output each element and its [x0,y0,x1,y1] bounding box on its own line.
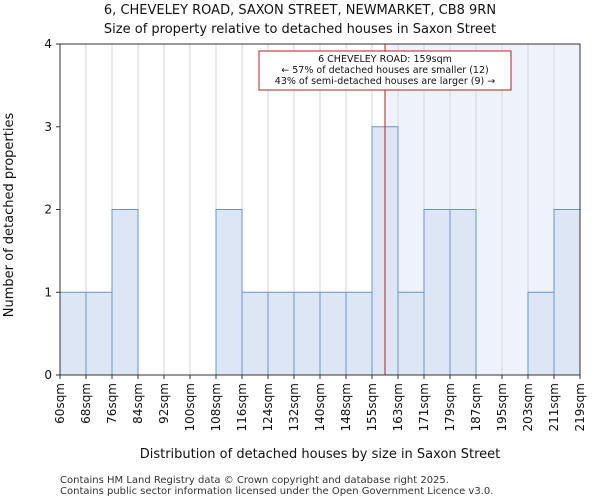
y-tick-label: 2 [44,203,52,217]
copyright-note: Contains HM Land Registry data © Crown c… [60,475,449,486]
x-tick-label: 60sqm [53,383,67,424]
y-tick-label: 3 [44,120,52,134]
marker-smaller-note: ← 57% of detached houses are smaller (12… [281,65,488,76]
bar-203sqm [527,291,555,376]
bar-68sqm [85,291,113,376]
marker-annotation-box [258,50,512,91]
x-tick-label: 68sqm [79,383,93,424]
x-tick-labels: 60sqm 68sqm 76sqm 84sqm 92sqm 100sqm 108sqm 116… [53,375,587,431]
x-tick-label: 132sqm [287,383,301,431]
bar-171sqm [423,209,451,376]
bar-163sqm [397,291,425,376]
y-tick-label: 0 [44,368,52,382]
x-tick-label: 108sqm [209,383,223,431]
bar-116sqm [241,291,269,376]
x-tick-label: 155sqm [365,383,379,431]
x-tick-label: 203sqm [521,383,535,431]
x-tick-label: 211sqm [547,383,561,431]
bar-179sqm [449,209,477,376]
x-tick-label: 76sqm [105,383,119,424]
x-tick-label: 163sqm [391,383,405,431]
x-tick-label: 219sqm [573,383,587,431]
y-tick-label: 1 [44,285,52,299]
x-tick-label: 195sqm [495,383,509,431]
bar-108sqm [215,209,243,376]
bar-60sqm [59,291,87,376]
x-tick-label: 140sqm [313,383,327,431]
x-tick-label: 179sqm [443,383,457,431]
marker-larger-note: 43% of semi-detached houses are larger (… [275,76,495,87]
bar-140sqm [319,291,347,376]
bar-76sqm [111,209,139,376]
y-tick-labels: 0 1 2 3 4 [44,37,60,382]
y-tick-label: 4 [44,37,52,51]
x-tick-label: 100sqm [183,383,197,431]
licence-note: Contains public sector information licen… [60,486,493,497]
bar-211sqm [553,209,581,376]
x-tick-label: 148sqm [339,383,353,431]
bars [59,126,581,376]
bar-148sqm [345,291,373,376]
chart-subtitle: Size of property relative to detached ho… [104,22,496,37]
bar-132sqm [293,291,321,376]
x-axis-label: Distribution of detached houses by size … [140,447,501,462]
bar-124sqm [267,291,295,376]
x-tick-label: 124sqm [261,383,275,431]
y-axis-label: Number of detached properties [2,113,17,318]
chart-title: 6, CHEVELEY ROAD, SAXON STREET, NEWMARKE… [104,3,496,18]
x-tick-label: 84sqm [131,383,145,424]
x-tick-label: 171sqm [417,383,431,431]
marker-label: 6 CHEVELEY ROAD: 159sqm [318,54,452,65]
x-tick-label: 187sqm [469,383,483,431]
x-tick-label: 92sqm [157,383,171,424]
x-tick-label: 116sqm [235,383,249,431]
marker: 6 CHEVELEY ROAD: 159sqm← 57% of detached… [258,44,512,375]
